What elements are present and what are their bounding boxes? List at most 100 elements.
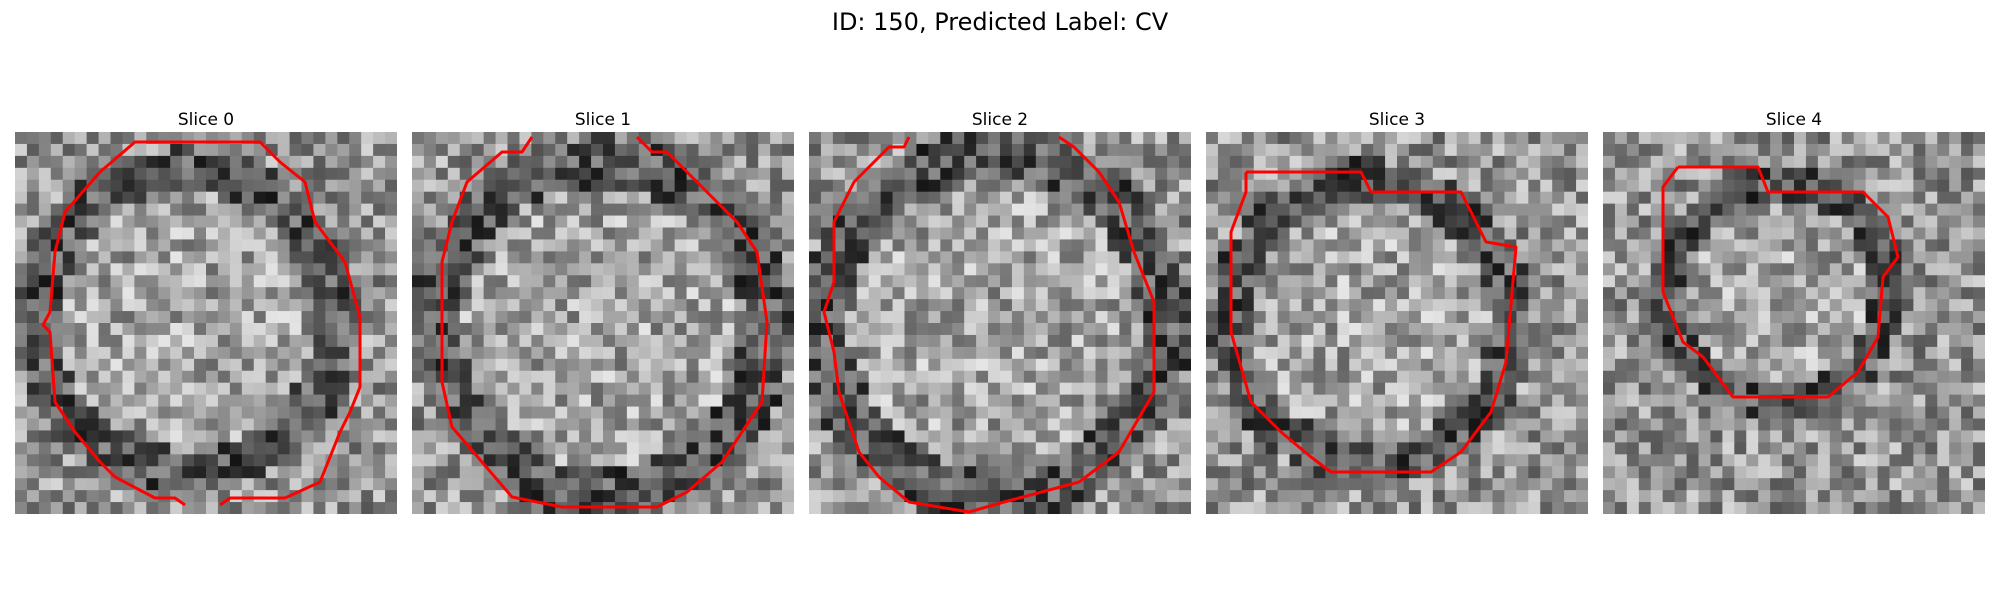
- pixel: [1818, 287, 1830, 299]
- pixel: [881, 359, 893, 371]
- pixel: [158, 454, 170, 466]
- pixel: [746, 192, 758, 204]
- pixel: [1818, 132, 1830, 144]
- pixel: [1445, 371, 1457, 383]
- pixel: [1313, 216, 1325, 228]
- pixel: [313, 204, 325, 216]
- pixel: [1072, 442, 1084, 454]
- pixel: [821, 263, 833, 275]
- pixel: [722, 144, 734, 156]
- pixel: [230, 287, 242, 299]
- pixel: [1313, 359, 1325, 371]
- pixel: [940, 216, 952, 228]
- pixel: [1242, 419, 1254, 431]
- pixel: [218, 299, 230, 311]
- pixel: [266, 180, 278, 192]
- pixel: [1218, 383, 1230, 395]
- pixel: [988, 478, 1000, 490]
- pixel: [857, 359, 869, 371]
- pixel: [845, 490, 857, 502]
- pixel: [313, 263, 325, 275]
- pixel: [1278, 251, 1290, 263]
- pixel: [1949, 263, 1961, 275]
- pixel: [988, 383, 1000, 395]
- pixel: [567, 275, 579, 287]
- pixel: [1373, 395, 1385, 407]
- pixel: [75, 359, 87, 371]
- pixel: [230, 168, 242, 180]
- pixel: [122, 430, 134, 442]
- pixel: [218, 335, 230, 347]
- pixel: [531, 335, 543, 347]
- pixel: [230, 335, 242, 347]
- pixel: [146, 466, 158, 478]
- pixel: [1901, 180, 1913, 192]
- pixel: [1445, 263, 1457, 275]
- pixel: [916, 156, 928, 168]
- pixel: [254, 192, 266, 204]
- pixel: [290, 371, 302, 383]
- pixel: [1167, 502, 1179, 514]
- pixel: [555, 359, 567, 371]
- pixel: [1722, 251, 1734, 263]
- pixel: [627, 144, 639, 156]
- pixel: [460, 407, 472, 419]
- pixel: [254, 466, 266, 478]
- pixel: [349, 466, 361, 478]
- pixel: [134, 335, 146, 347]
- pixel: [916, 132, 928, 144]
- pixel: [1961, 251, 1973, 263]
- pixel: [869, 299, 881, 311]
- pixel: [1397, 490, 1409, 502]
- pixel: [1794, 323, 1806, 335]
- pixel: [1734, 228, 1746, 240]
- pixel: [809, 383, 821, 395]
- pixel: [579, 430, 591, 442]
- pixel: [1504, 275, 1516, 287]
- pixel: [639, 347, 651, 359]
- pixel: [1627, 204, 1639, 216]
- pixel: [531, 228, 543, 240]
- pixel: [1072, 192, 1084, 204]
- pixel: [27, 371, 39, 383]
- pixel: [266, 168, 278, 180]
- pixel: [27, 442, 39, 454]
- pixel: [349, 239, 361, 251]
- pixel: [325, 204, 337, 216]
- pixel: [1167, 275, 1179, 287]
- pixel: [1770, 347, 1782, 359]
- pixel: [373, 192, 385, 204]
- pixel: [99, 442, 111, 454]
- pixel: [1266, 275, 1278, 287]
- pixel: [1552, 311, 1564, 323]
- pixel: [1242, 239, 1254, 251]
- pixel: [1878, 347, 1890, 359]
- pixel: [385, 156, 397, 168]
- pixel: [555, 430, 567, 442]
- pixel: [758, 490, 770, 502]
- pixel: [905, 287, 917, 299]
- pixel: [988, 228, 1000, 240]
- pixel: [1421, 383, 1433, 395]
- pixel: [1290, 216, 1302, 228]
- pixel: [905, 442, 917, 454]
- pixel: [194, 156, 206, 168]
- pixel: [675, 383, 687, 395]
- pixel: [1830, 204, 1842, 216]
- pixel: [1782, 311, 1794, 323]
- pixel: [508, 371, 520, 383]
- pixel: [218, 168, 230, 180]
- pixel: [146, 311, 158, 323]
- pixel: [111, 204, 123, 216]
- pixel: [278, 204, 290, 216]
- pixel: [1302, 287, 1314, 299]
- pixel: [1746, 180, 1758, 192]
- pixel: [424, 490, 436, 502]
- pixel: [146, 347, 158, 359]
- pixel: [746, 395, 758, 407]
- pixel: [424, 383, 436, 395]
- pixel: [15, 251, 27, 263]
- pixel: [782, 383, 794, 395]
- pixel: [1155, 132, 1167, 144]
- pixel: [722, 311, 734, 323]
